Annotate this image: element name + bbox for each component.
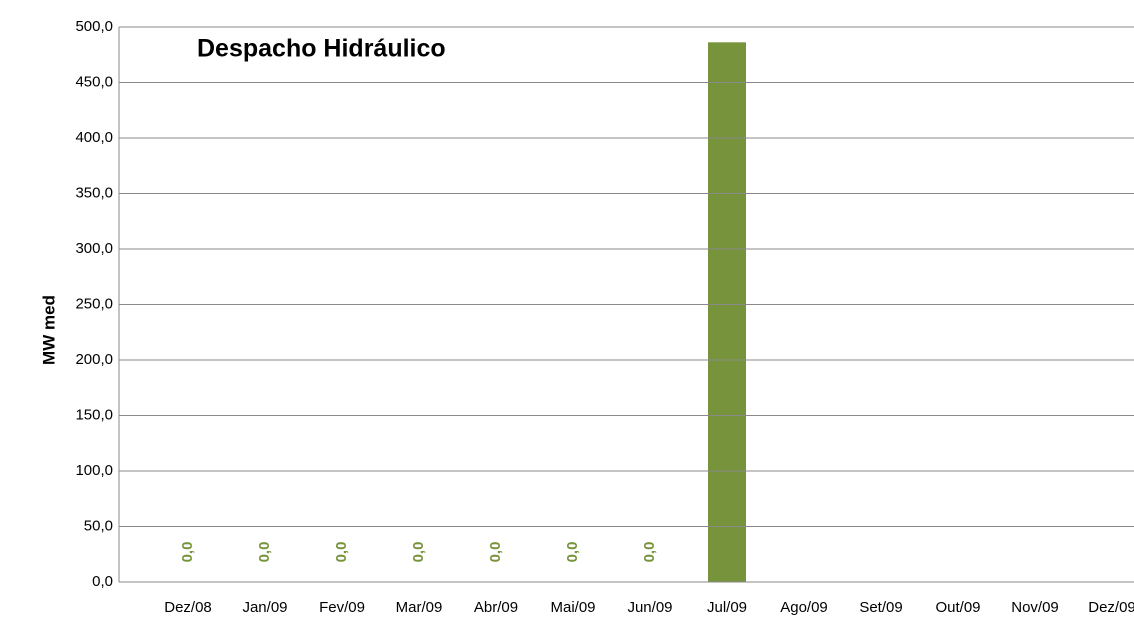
y-tick-label: 150,0	[75, 406, 113, 423]
value-label: 0,0	[487, 542, 504, 563]
x-tick-label: Abr/09	[474, 599, 518, 616]
y-tick-label: 400,0	[75, 129, 113, 146]
x-tick-label: Set/09	[859, 599, 902, 616]
x-tick-label: Dez/09	[1088, 599, 1134, 616]
x-tick-label: Ago/09	[780, 599, 828, 616]
y-tick-label: 100,0	[75, 462, 113, 479]
value-label: 0,0	[564, 542, 581, 563]
y-tick-label: 0,0	[92, 573, 113, 590]
x-tick-label: Dez/08	[164, 599, 212, 616]
y-tick-label: 500,0	[75, 18, 113, 35]
x-tick-label: Out/09	[935, 599, 980, 616]
y-axis-label: MW med	[39, 295, 58, 365]
bar	[708, 42, 746, 583]
x-tick-label: Nov/09	[1011, 599, 1059, 616]
y-tick-label: 250,0	[75, 295, 113, 312]
x-tick-label: Fev/09	[319, 599, 365, 616]
chart-title: Despacho Hidráulico	[197, 35, 446, 63]
value-label: 0,0	[641, 542, 658, 563]
x-tick-label: Jul/09	[707, 599, 747, 616]
value-label: 0,0	[179, 542, 196, 563]
x-tick-label: Mar/09	[396, 599, 443, 616]
y-tick-label: 450,0	[75, 73, 113, 90]
value-label: 0,0	[256, 542, 273, 563]
y-tick-label: 200,0	[75, 351, 113, 368]
value-label: 0,0	[333, 542, 350, 563]
y-tick-label: 350,0	[75, 184, 113, 201]
y-tick-label: 50,0	[84, 517, 113, 534]
x-tick-label: Jan/09	[242, 599, 287, 616]
value-label: 0,0	[410, 542, 427, 563]
x-tick-label: Mai/09	[550, 599, 595, 616]
x-tick-label: Jun/09	[627, 599, 672, 616]
y-tick-label: 300,0	[75, 240, 113, 257]
